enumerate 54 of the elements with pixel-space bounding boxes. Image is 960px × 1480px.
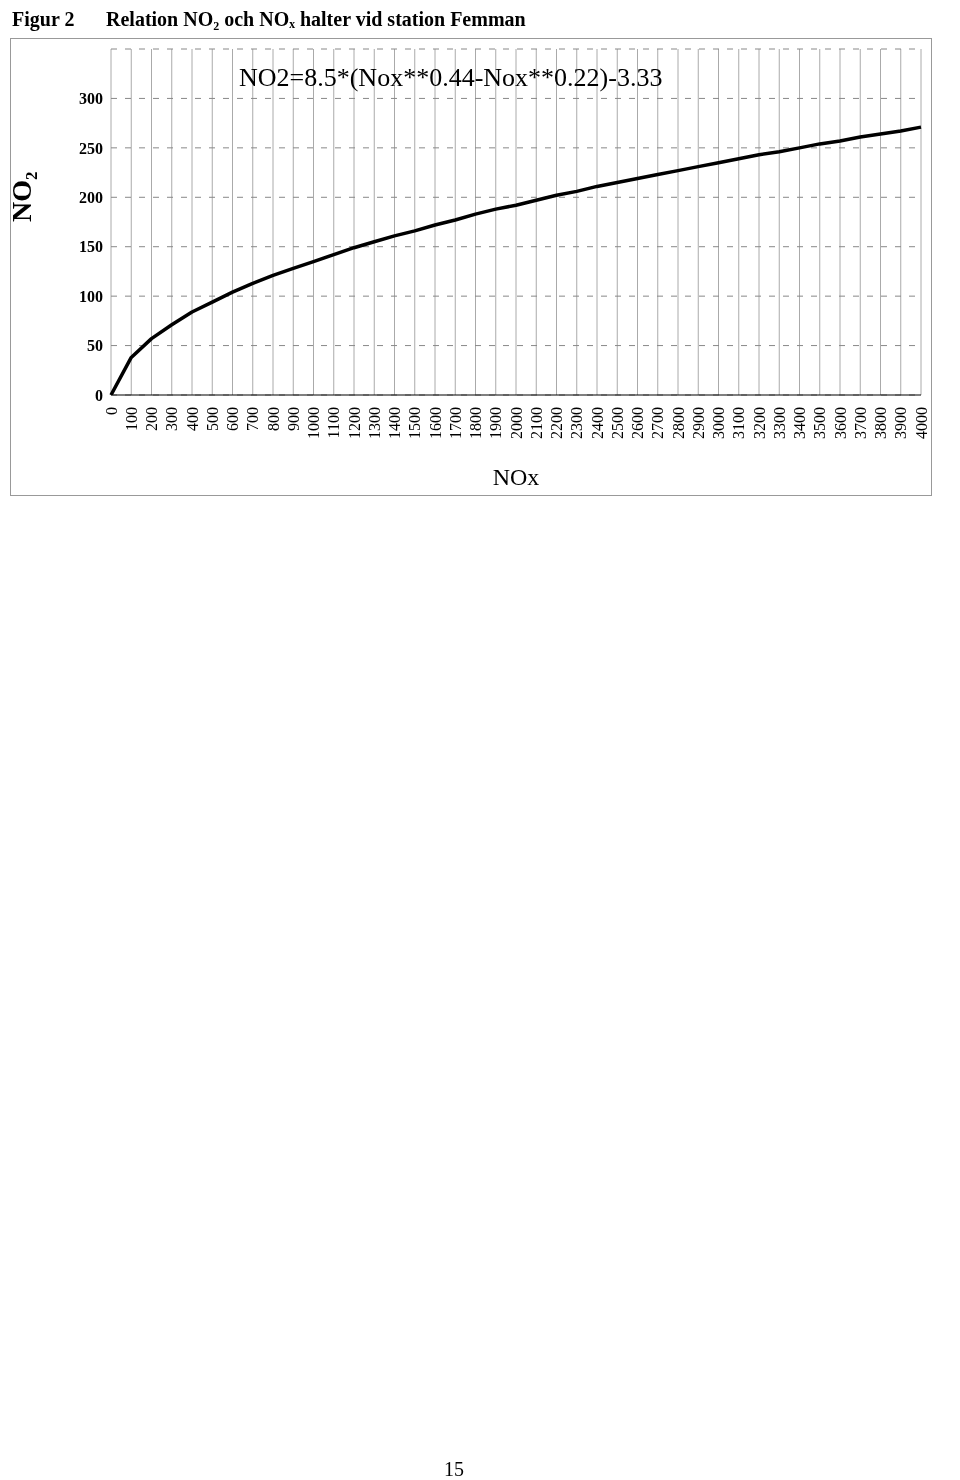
y-tick-label: 300: [79, 90, 103, 108]
y-tick-label: 0: [95, 386, 103, 404]
x-tick-label: 3900: [892, 407, 910, 439]
y-tick-label: 50: [87, 337, 103, 355]
x-tick-label: 1700: [446, 407, 464, 439]
text: 15: [444, 1458, 464, 1480]
x-tick-label: 3700: [851, 407, 869, 439]
x-tick-label: 600: [224, 407, 241, 431]
x-tick-label: 3600: [831, 407, 849, 439]
x-tick-label: 300: [163, 407, 181, 431]
x-tick-label: 3200: [750, 407, 768, 439]
x-tick-label: 1800: [467, 407, 484, 439]
x-tick-label: 2900: [689, 407, 707, 439]
y-tick-label: 200: [79, 188, 103, 206]
x-tick-label: 1400: [386, 407, 403, 439]
x-tick-label: 3300: [770, 407, 788, 439]
x-tick-label: 500: [203, 407, 221, 431]
x-tick-label: 2200: [548, 407, 565, 439]
y-axis-title: NO₂: [5, 171, 37, 222]
x-tick-label: 200: [143, 407, 160, 431]
x-tick-label: 3500: [811, 407, 829, 439]
x-tick-label: 2600: [629, 407, 646, 439]
y-tick-label: 100: [79, 287, 103, 305]
x-tick-label: 700: [244, 407, 262, 431]
x-tick-label: 1600: [426, 407, 444, 439]
x-tick-label: 3800: [872, 407, 889, 439]
x-tick-label: 3400: [791, 407, 808, 439]
annotation: NO2=8.5*(Nox**0.44-Nox**0.22)-3.33: [239, 63, 663, 93]
y-tick-label: 150: [79, 238, 103, 256]
x-tick-label: 1500: [406, 407, 424, 439]
x-tick-label: 1000: [305, 407, 322, 439]
x-tick-label: 0: [102, 407, 120, 415]
x-tick-label: 2700: [649, 407, 667, 439]
x-tick-label: 100: [122, 407, 140, 431]
x-tick-label: 2300: [568, 407, 586, 439]
x-tick-label: 1200: [345, 407, 363, 439]
x-tick-label: 3000: [710, 407, 727, 439]
x-tick-label: 2000: [507, 407, 525, 439]
x-tick-label: 2400: [588, 407, 606, 439]
x-tick-label: 1300: [365, 407, 383, 439]
x-tick-label: 4000: [912, 407, 930, 439]
chart-subtitle: Relation NO₂ och NOₓ halter vid station Femman: [106, 8, 526, 31]
x-tick-label: 800: [264, 407, 282, 431]
x-axis-title: NOx: [492, 464, 540, 490]
x-tick-label: 2800: [669, 407, 687, 439]
x-tick-label: 900: [284, 407, 302, 431]
x-tick-label: 3100: [730, 407, 748, 439]
x-tick-label: 1900: [487, 407, 505, 439]
x-tick-label: 400: [183, 407, 201, 431]
y-tick-label: 250: [79, 139, 103, 157]
x-tick-label: 1100: [325, 407, 343, 439]
x-tick-label: 2100: [527, 407, 545, 439]
chart-title: Figur 2: [12, 8, 75, 31]
x-tick-label: 2500: [608, 407, 626, 439]
